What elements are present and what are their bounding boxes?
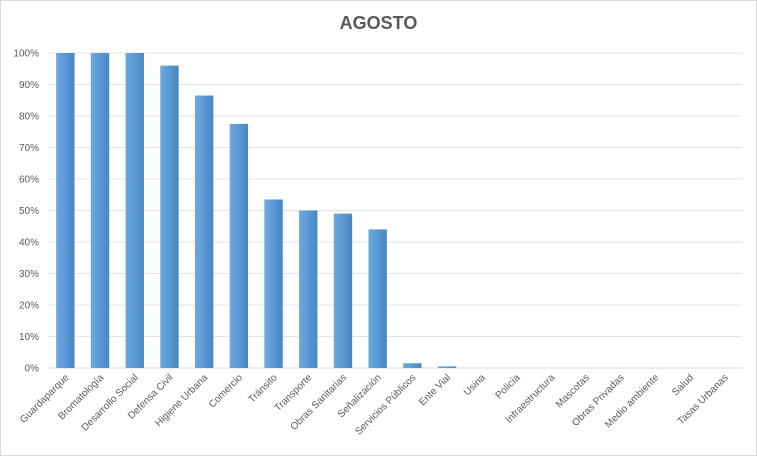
bar [125, 53, 144, 368]
x-tick-label: Usina [462, 372, 488, 398]
bar [90, 53, 110, 368]
x-tick-label: Ente Vial [417, 372, 453, 408]
y-tick-label: 70% [19, 143, 39, 154]
y-tick-label: 20% [19, 301, 39, 312]
y-tick-label: 10% [19, 332, 39, 343]
x-tick-label: Comercio [207, 372, 245, 410]
bar [299, 210, 318, 368]
x-tick-label: Policía [494, 372, 523, 401]
bar [437, 366, 457, 368]
bar [333, 213, 353, 368]
y-tick-label: 30% [19, 269, 39, 280]
bar [403, 363, 422, 368]
y-tick-label: 50% [19, 206, 39, 217]
bar [194, 95, 214, 369]
y-tick-label: 100% [13, 49, 39, 60]
bar [264, 199, 283, 368]
y-tick-label: 80% [19, 112, 39, 123]
x-tick-label: Tránsito [247, 372, 280, 405]
bar [56, 53, 75, 368]
x-tick-label: Servicios Públicos [353, 372, 418, 437]
y-tick-label: 90% [19, 80, 39, 91]
bar [160, 65, 179, 368]
y-tick-label: 0% [25, 364, 40, 375]
bar [229, 123, 249, 368]
y-tick-label: 60% [19, 175, 39, 186]
bar [368, 229, 387, 368]
y-tick-label: 40% [19, 238, 39, 249]
x-tick-label: Salud [670, 372, 696, 398]
chart-title: AGOSTO [339, 13, 418, 33]
